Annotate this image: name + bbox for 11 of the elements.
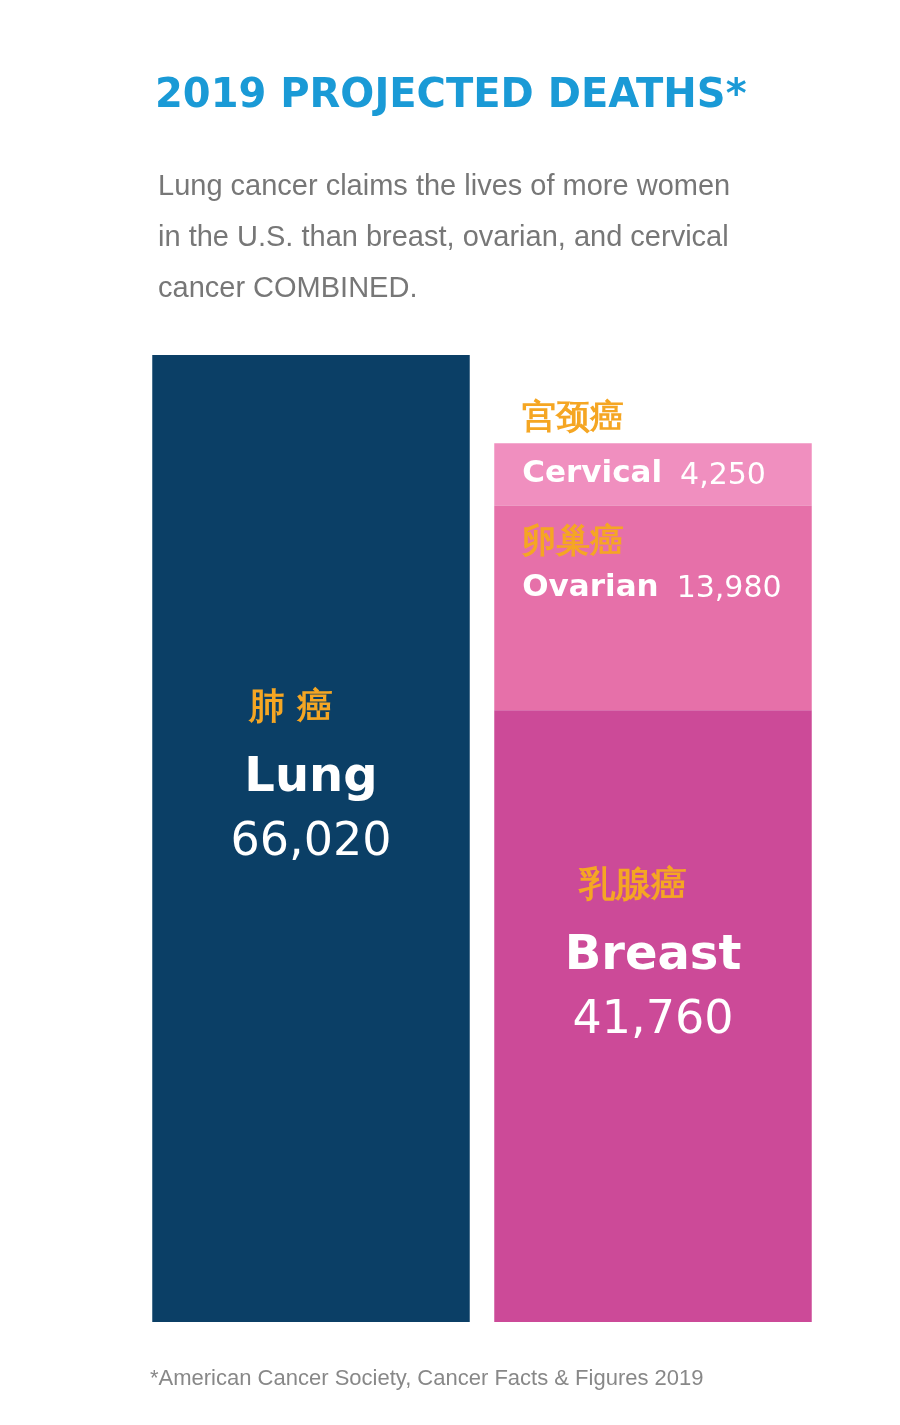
data-label: 41,760 <box>572 990 734 1045</box>
series-label: 卵巢癌 Ovarian <box>521 520 659 603</box>
series-label: 肺 癌 Lung <box>244 684 378 802</box>
text: *American Cancer Society, Cancer Facts & Figures 2019 <box>150 1365 704 1391</box>
data-label: 13,980 <box>676 569 782 605</box>
series-label: 宫颈癌 Cervical <box>522 396 663 490</box>
chart-title: 2019 PROJECTED DEATHS* <box>155 70 747 116</box>
chart-subtitle: Lung cancer claims the lives of more women in the U.S. than breast, ovarian, and cervical cancer COMBINED. <box>158 168 732 305</box>
data-label: 4,250 <box>680 456 766 492</box>
data-label: 66,020 <box>230 812 392 867</box>
series-label: 乳腺癌 Breast <box>564 862 742 980</box>
